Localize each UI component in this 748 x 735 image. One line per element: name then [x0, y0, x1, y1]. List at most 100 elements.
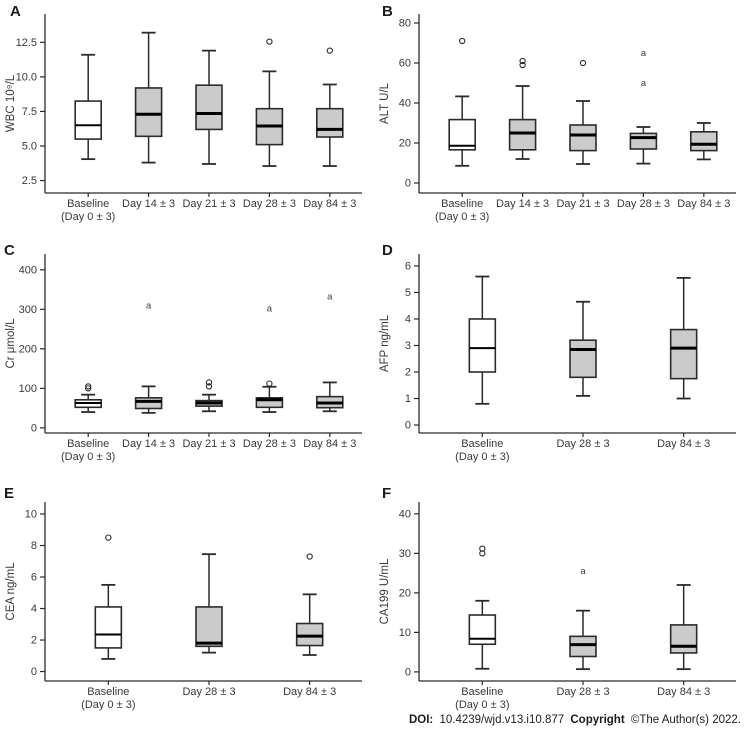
y-tick-label: 200 [19, 343, 37, 355]
y-tick-label: 0 [405, 666, 411, 678]
y-tick-label: 0 [31, 666, 37, 678]
panel-f: F 0 10 20 30 40 CA199 U/mL Baseline (Day 0 ± 3)… [374, 478, 748, 716]
iqr-box [295, 622, 324, 647]
y-tick-label: 2.5 [22, 175, 37, 187]
y-axis-label: AFP ng/mL [379, 314, 391, 372]
iqr-box [195, 84, 223, 131]
outlier-circle-marker [326, 47, 333, 54]
iqr-box [195, 606, 223, 648]
outlier-a-marker: a [146, 300, 152, 311]
box-plot-group [255, 38, 284, 167]
box-plot-group [195, 379, 223, 413]
y-tick-label: 0 [405, 178, 411, 190]
panel-f-boxplot-chart: 0 10 20 30 40 CA199 U/mL Baseline(Day 0 ± 3) Da… [379, 502, 736, 711]
iqr-box [689, 131, 718, 152]
outlier-a-marker: a [267, 304, 273, 315]
box-plot-group: a [315, 291, 344, 413]
y-tick-label: 5 [405, 287, 411, 299]
iqr-box [669, 624, 698, 654]
box-plot-group: a [134, 300, 163, 414]
y-tick-label: 12.5 [16, 37, 37, 49]
x-category-label: Day 28 ± 3 [243, 198, 296, 210]
panel-e-boxplot-chart: 0 2 4 6 8 10 CEA ng/mL Baseline(Day 0 ± 3) Day 2… [5, 502, 362, 711]
outlier-circle-marker [85, 383, 92, 390]
x-category-label: Day 28 ± 3 [617, 198, 670, 210]
outlier-a-marker: a [641, 48, 647, 59]
box-plot-group [569, 59, 597, 165]
y-tick-label: 0 [31, 422, 37, 434]
x-category-label: Baseline [67, 438, 109, 450]
box-plot-group [468, 545, 497, 670]
box-plot-group [448, 37, 476, 167]
panel-f-letter: F [382, 485, 392, 502]
x-category-label: Day 14 ± 3 [122, 438, 175, 450]
outlier-circle-marker [205, 383, 213, 390]
y-tick-label: 80 [399, 18, 411, 30]
y-tick-label: 20 [399, 138, 411, 150]
copyright-value: ©The Author(s) 2022. [630, 714, 741, 726]
y-axis-label: ALT U/L [379, 82, 391, 124]
outlier-circle-marker [459, 37, 466, 45]
iqr-box [74, 100, 102, 140]
iqr-box [255, 397, 284, 409]
doi-value: 10.4239/wjd.v13.i10.877 [439, 714, 565, 726]
x-category-label: Day 21 ± 3 [182, 438, 235, 450]
y-axis-label: CEA ng/mL [5, 562, 17, 621]
outlier-circle-marker [266, 38, 273, 45]
y-tick-label: 2 [31, 635, 37, 647]
box-plot-group [195, 49, 223, 165]
y-tick-label: 4 [31, 603, 37, 615]
x-category-label: Day 84 ± 3 [303, 198, 356, 210]
x-category-label: Baseline [441, 198, 483, 210]
iqr-box [468, 614, 497, 646]
panel-c-letter: C [4, 242, 15, 259]
y-tick-label: 8 [31, 540, 37, 552]
x-category-label: (Day 0 ± 3) [435, 211, 489, 223]
outlier-a-marker: a [641, 78, 647, 89]
box-plot-group [508, 57, 537, 160]
x-category-label: Day 28 ± 3 [556, 438, 609, 450]
x-category-label: Day 21 ± 3 [182, 198, 235, 210]
iqr-box [94, 606, 123, 649]
x-category-label: Day 84 ± 3 [657, 438, 710, 450]
y-tick-label: 10.0 [16, 71, 37, 83]
box-plot-group [468, 275, 497, 405]
x-category-label: Baseline [461, 686, 503, 698]
outlier-circle-marker [306, 553, 313, 560]
panel-d-boxplot-chart: 0 1 2 3 4 5 6 AFP ng/mL Baseline(Day 0 ± 3) Day 2… [379, 254, 736, 463]
y-tick-label: 3 [405, 340, 411, 352]
box-plot-group [315, 47, 344, 167]
x-category-label: Day 14 ± 3 [122, 198, 175, 210]
x-category-label: (Day 0 ± 3) [81, 699, 135, 711]
panel-a-boxplot-chart: 2.5 5.0 7.5 10.0 12.5 WBC 10⁹/L Baseline(Day 0… [5, 14, 362, 223]
x-category-label: Baseline [461, 438, 503, 450]
y-axis-label: WBC 10⁹/L [5, 74, 17, 132]
x-category-label: Day 84 ± 3 [657, 686, 710, 698]
y-tick-label: 10 [25, 508, 37, 520]
box-plot-group: aa [629, 48, 658, 165]
y-tick-label: 7.5 [22, 106, 37, 118]
iqr-box [569, 339, 597, 379]
y-tick-label: 30 [399, 548, 411, 560]
y-tick-label: 1 [405, 393, 411, 405]
doi-label: DOI: [408, 714, 434, 726]
outlier-a-marker: a [327, 291, 333, 302]
box-plot-group: a [255, 304, 284, 413]
panel-e-letter: E [4, 485, 15, 502]
y-axis-label: Cr μmol/L [5, 318, 17, 369]
iqr-box [508, 118, 537, 151]
y-tick-label: 300 [19, 304, 37, 316]
x-category-label: Baseline [87, 686, 129, 698]
x-category-label: (Day 0 ± 3) [61, 451, 115, 463]
box-plot-group [94, 534, 123, 660]
y-tick-label: 6 [405, 260, 411, 272]
outlier-circle-marker [519, 57, 526, 65]
panel-a-letter: A [10, 3, 21, 20]
y-tick-label: 5.0 [22, 141, 37, 153]
iqr-box [569, 635, 597, 658]
y-tick-label: 20 [399, 587, 411, 599]
panel-b-boxplot-chart: 0 20 40 60 80 ALT U/L Baseline(Day 0 ± 3) Day 1… [379, 14, 736, 223]
panel-e: E 0 2 4 6 8 10 CEA ng/mL Baseline (Day 0 ± 3) Day… [0, 478, 374, 716]
iqr-box [669, 328, 698, 380]
